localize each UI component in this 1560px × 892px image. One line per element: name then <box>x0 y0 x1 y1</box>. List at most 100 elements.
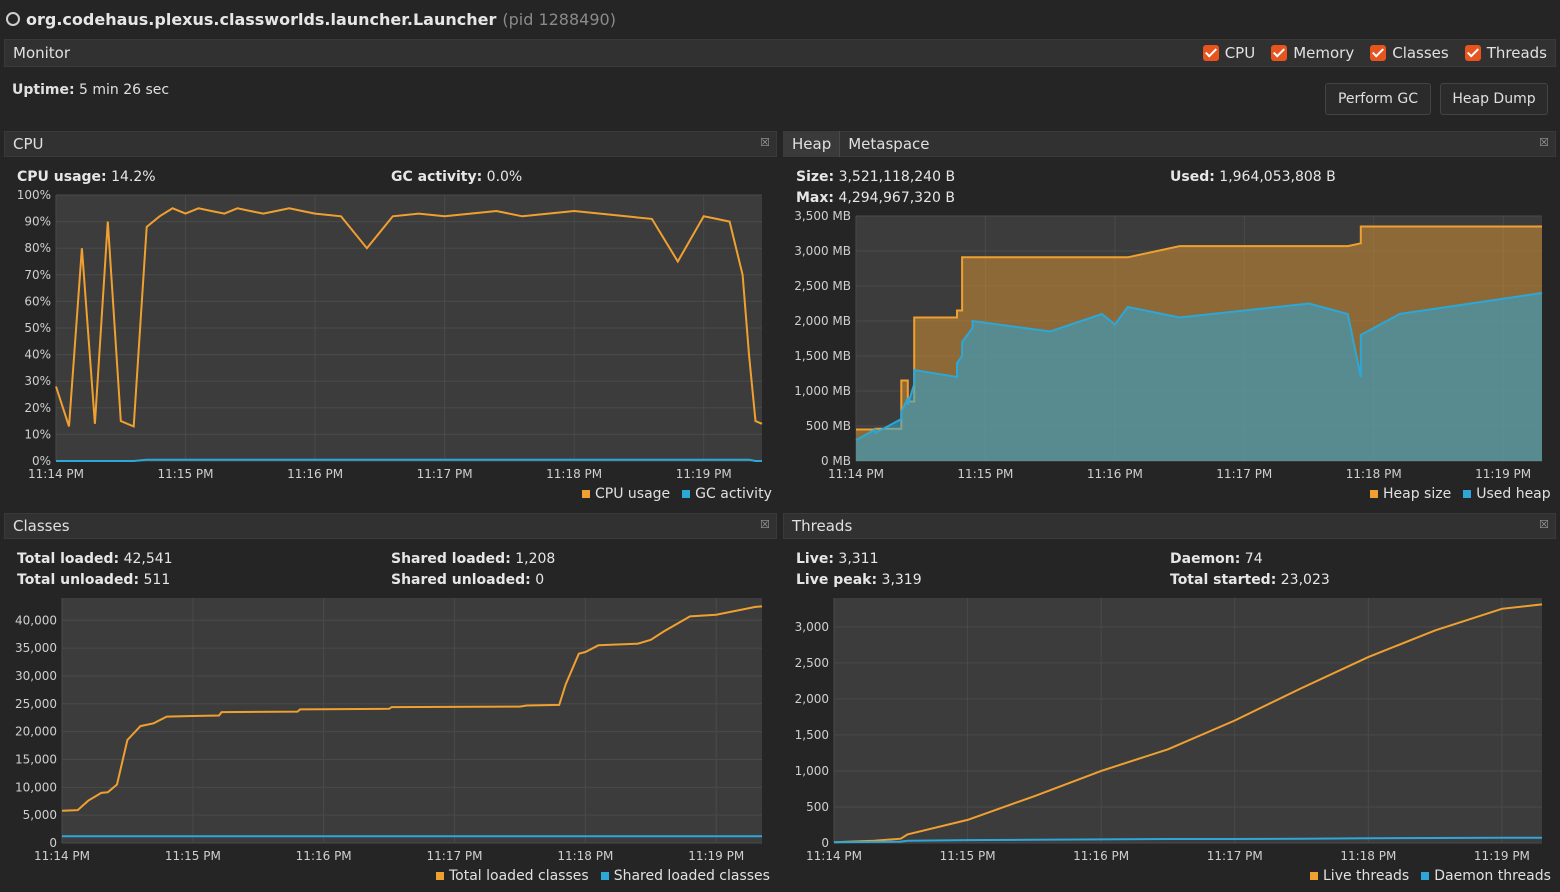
heap-y-tick-label: 0 MB <box>821 454 851 468</box>
daemon-threads-label: Daemon: <box>1170 551 1241 567</box>
gc-activity-stat: GC activity: 0.0% <box>391 169 522 185</box>
tab-metaspace[interactable]: Metaspace <box>848 135 930 153</box>
cpu-x-tick-label: 11:19 PM <box>676 467 732 481</box>
heap-size-value: 3,521,118,240 B <box>838 169 956 185</box>
checkbox-checked-icon <box>1370 45 1387 61</box>
close-icon[interactable]: ☒ <box>760 136 770 149</box>
cpu-y-tick-label: 80% <box>24 241 51 255</box>
cpu-panel-title: CPU <box>13 135 44 153</box>
live-peak-value: 3,319 <box>881 572 922 588</box>
classes-series-total-loaded-classes <box>61 605 763 812</box>
close-icon[interactable]: ☒ <box>760 518 770 531</box>
heap-y-tick-label: 2,500 MB <box>794 279 851 293</box>
classes-y-tick-label: 40,000 <box>15 613 57 627</box>
total-loaded-value: 42,541 <box>123 551 173 567</box>
classes-x-tick-label: 11:17 PM <box>427 849 483 863</box>
total-loaded-label: Total loaded: <box>17 551 120 567</box>
close-icon[interactable]: ☒ <box>1539 518 1549 531</box>
heap-size-stat: Size: 3,521,118,240 B <box>796 169 955 185</box>
legend-swatch <box>1370 490 1378 498</box>
monitor-label: Monitor <box>13 44 71 62</box>
gc-activity-label: GC activity: <box>391 169 483 185</box>
cpu-checkbox[interactable]: CPU <box>1202 44 1255 62</box>
cpu-y-tick-label: 20% <box>24 401 51 415</box>
classes-checkbox[interactable]: Classes <box>1370 44 1449 62</box>
heap-legend-size: Heap size <box>1383 486 1452 502</box>
threads-x-tick-label: 11:14 PM <box>806 849 862 863</box>
heap-y-tick-label: 3,000 MB <box>794 244 851 258</box>
heap-used-label: Used: <box>1170 169 1215 185</box>
classes-panel-title: Classes <box>13 517 70 535</box>
classes-y-tick-label: 10,000 <box>15 780 57 794</box>
threads-checkbox[interactable]: Threads <box>1464 44 1547 62</box>
classes-x-tick-label: 11:19 PM <box>688 849 744 863</box>
cpu-x-tick-label: 11:18 PM <box>546 467 602 481</box>
threads-checkbox-label: Threads <box>1486 44 1547 62</box>
threads-plot-area <box>834 598 1542 843</box>
shared-unloaded-stat: Shared unloaded: 0 <box>391 572 544 588</box>
cpu-usage-stat: CPU usage: 14.2% <box>17 169 156 185</box>
cpu-legend: CPU usage GC activity <box>570 486 772 502</box>
threads-y-tick-label: 2,500 <box>795 656 829 670</box>
cpu-y-tick-label: 90% <box>24 215 51 229</box>
window-title: org.codehaus.plexus.classworlds.launcher… <box>26 9 497 29</box>
threads-y-tick-label: 1,500 <box>795 728 829 742</box>
memory-checkbox[interactable]: Memory <box>1271 44 1354 62</box>
heap-dump-button[interactable]: Heap Dump <box>1440 83 1548 115</box>
cpu-legend-gc: GC activity <box>695 486 772 502</box>
classes-chart: 11:14 PM 11:15 PM 11:16 PM 11:17 PM 11:18 PM… <box>15 598 763 863</box>
heap-x-tick-label: 11:16 PM <box>1087 467 1143 481</box>
total-unloaded-value: 511 <box>143 572 171 588</box>
threads-x-tick-label: 11:16 PM <box>1073 849 1129 863</box>
total-unloaded-label: Total unloaded: <box>17 572 140 588</box>
classes-legend-shared: Shared loaded classes <box>613 868 770 884</box>
threads-legend: Live threads Daemon threads <box>1298 868 1551 884</box>
checkbox-checked-icon <box>1271 45 1288 61</box>
heap-max-stat: Max: 4,294,967,320 B <box>796 190 955 206</box>
threads-x-tick-label: 11:15 PM <box>940 849 996 863</box>
heap-y-tick-label: 2,000 MB <box>794 314 851 328</box>
memory-panel-header: Heap Metaspace ☒ <box>783 131 1556 157</box>
classes-y-tick-label: 25,000 <box>15 697 57 711</box>
cpu-y-tick-label: 0% <box>32 454 51 468</box>
heap-chart: 11:14 PM 11:15 PM 11:16 PM 11:17 PM 11:18 PM… <box>794 209 1543 481</box>
uptime-value: 5 min 26 sec <box>79 82 170 98</box>
shared-loaded-label: Shared loaded: <box>391 551 511 567</box>
cpu-y-tick-label: 100% <box>17 188 51 202</box>
cpu-series-gc-activity <box>56 458 762 462</box>
live-peak-label: Live peak: <box>796 572 878 588</box>
threads-x-tick-label: 11:18 PM <box>1340 849 1396 863</box>
uptime: Uptime: 5 min 26 sec <box>12 82 169 98</box>
live-peak-stat: Live peak: 3,319 <box>796 572 922 588</box>
heap-series-heap-size <box>856 225 1542 431</box>
heap-used-stat: Used: 1,964,053,808 B <box>1170 169 1336 185</box>
shared-loaded-value: 1,208 <box>515 551 556 567</box>
classes-y-tick-label: 20,000 <box>15 725 57 739</box>
gc-activity-value: 0.0% <box>486 169 523 185</box>
cpu-legend-usage: CPU usage <box>595 486 671 502</box>
heap-max-value: 4,294,967,320 B <box>838 190 955 206</box>
threads-series-live-threads <box>833 603 1543 844</box>
classes-legend-total: Total loaded classes <box>449 868 589 884</box>
threads-chart: 11:14 PM 11:15 PM 11:16 PM 11:17 PM 11:18 PM… <box>795 598 1543 863</box>
heap-legend: Heap size Used heap <box>1358 486 1551 502</box>
total-loaded-stat: Total loaded: 42,541 <box>17 551 173 567</box>
legend-swatch <box>1421 872 1430 880</box>
process-status-icon <box>6 12 20 26</box>
cpu-y-tick-label: 70% <box>24 268 51 282</box>
threads-y-tick-label: 0 <box>821 836 829 850</box>
heap-x-tick-label: 11:18 PM <box>1346 467 1402 481</box>
perform-gc-button[interactable]: Perform GC <box>1325 83 1431 115</box>
uptime-label: Uptime: <box>12 82 75 98</box>
threads-y-tick-label: 1,000 <box>795 764 829 778</box>
cpu-usage-label: CPU usage: <box>17 169 107 185</box>
cpu-y-tick-label: 60% <box>24 294 51 308</box>
live-threads-value: 3,311 <box>838 551 879 567</box>
close-icon[interactable]: ☒ <box>1539 136 1549 149</box>
classes-x-tick-label: 11:16 PM <box>296 849 352 863</box>
heap-y-tick-label: 1,000 MB <box>794 384 851 398</box>
tab-heap[interactable]: Heap <box>784 131 841 157</box>
process-pid: (pid 1288490) <box>502 9 616 29</box>
legend-swatch <box>1310 872 1318 880</box>
heap-y-tick-label: 3,500 MB <box>794 209 851 223</box>
